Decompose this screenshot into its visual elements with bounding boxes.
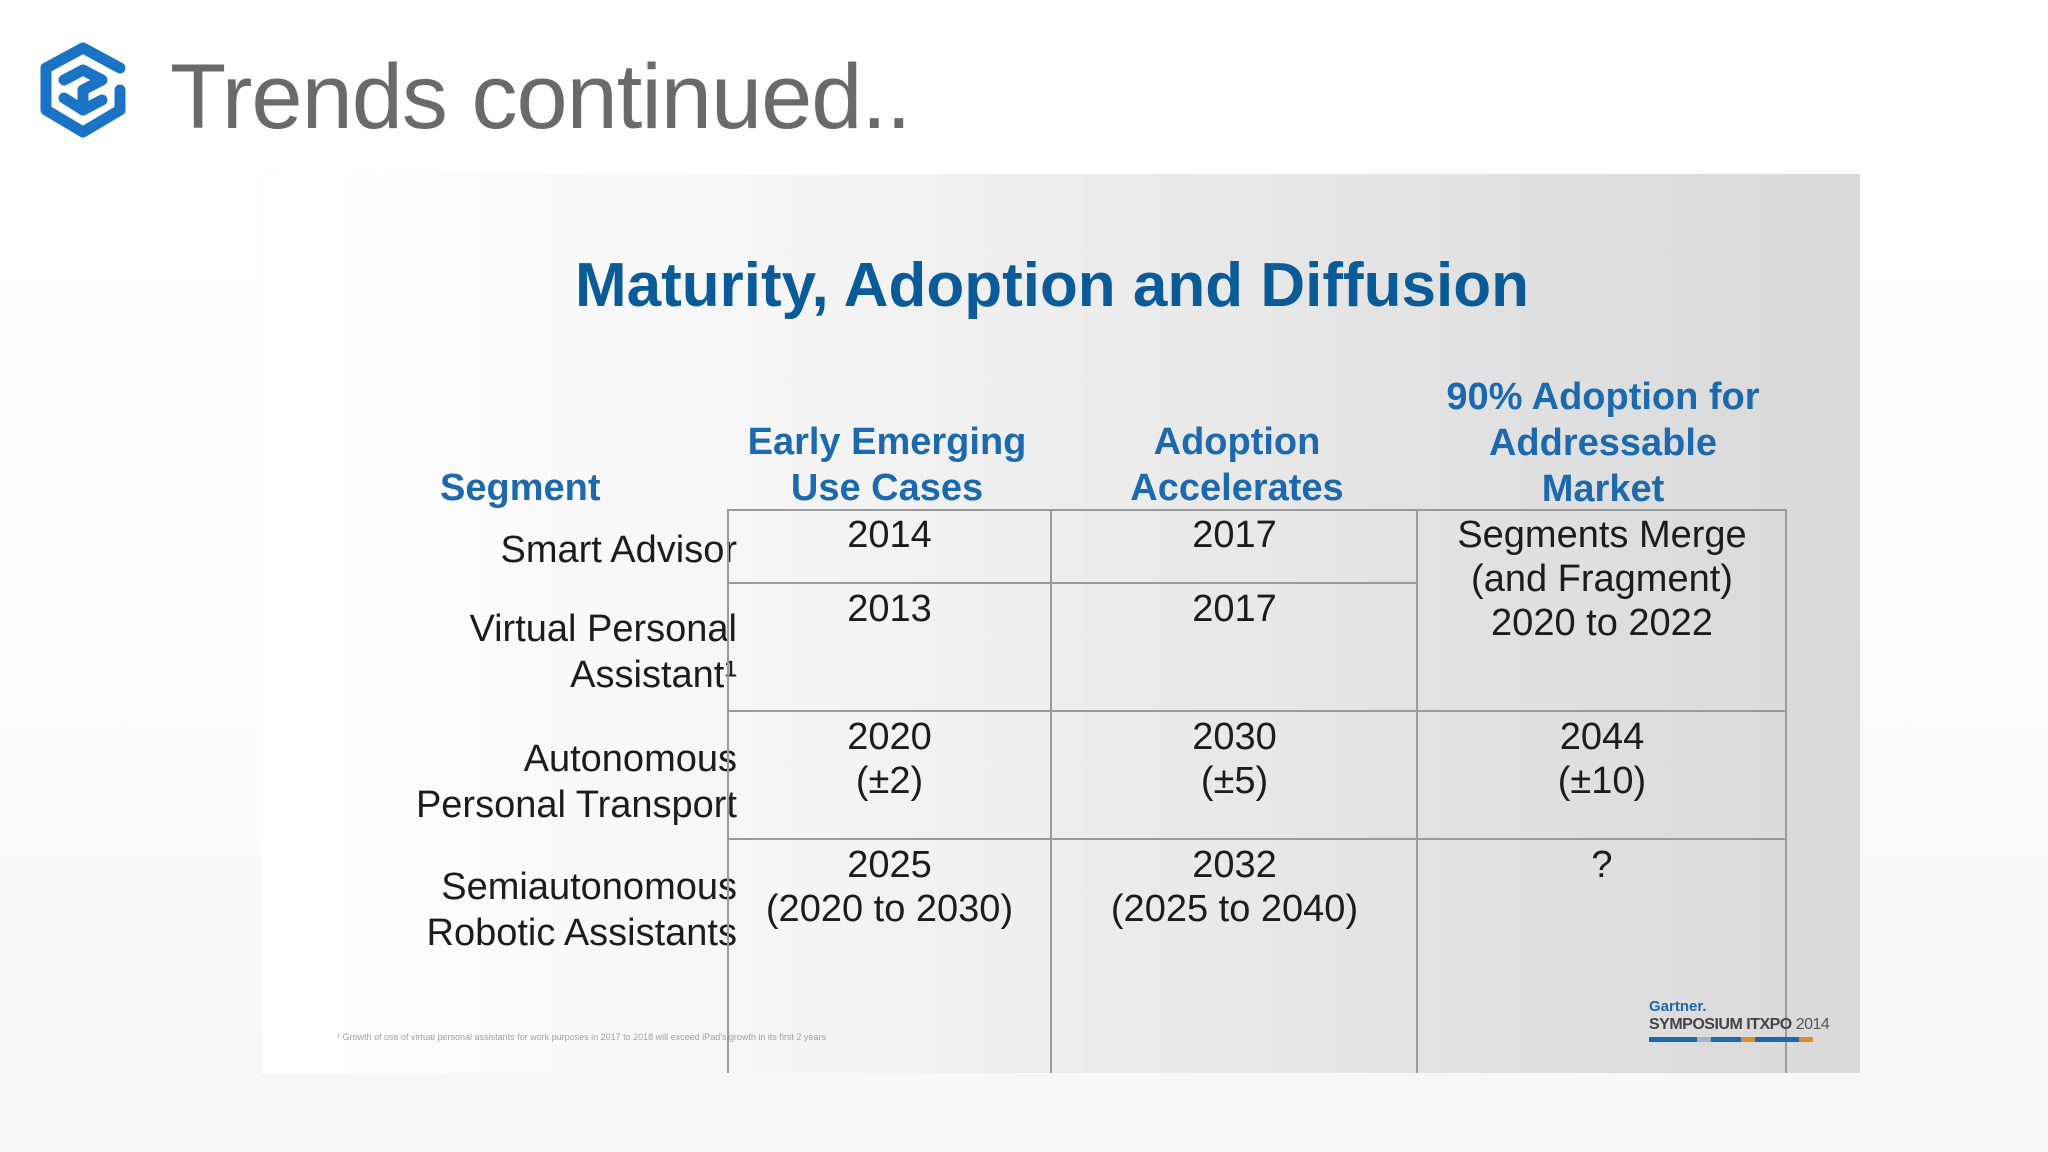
cell-text: 2014 bbox=[847, 514, 932, 556]
column-divider bbox=[1416, 509, 1418, 1073]
brand-bar-segment bbox=[1799, 1037, 1813, 1042]
row-label-semiautonomous-robotic-assistants: Semiautonomous Robotic Assistants bbox=[427, 864, 737, 956]
column-divider bbox=[1050, 509, 1052, 1073]
cell-text: 2020 to 2022 bbox=[1491, 602, 1713, 644]
row-label-line: Smart Advisor bbox=[500, 529, 737, 571]
cell-transport-adoption: 2030 (±5) bbox=[1052, 711, 1417, 839]
brand-top-text: Gartner. bbox=[1649, 998, 1707, 1015]
cell-transport-early: 2020 (±2) bbox=[727, 711, 1052, 839]
cell-text: 2020 bbox=[847, 716, 932, 758]
row-label-virtual-personal-assistant: Virtual Personal Assistant¹ bbox=[469, 606, 737, 698]
column-header-adoption-accelerates: Adoption Accelerates bbox=[1052, 419, 1422, 511]
cell-text: 2032 bbox=[1192, 844, 1277, 886]
header-line: Market bbox=[1541, 468, 1665, 510]
cell-text: (2020 to 2030) bbox=[765, 888, 1014, 930]
table-border-right bbox=[1785, 509, 1787, 1073]
cell-text: 2017 bbox=[1192, 514, 1277, 556]
brand-bar-segment bbox=[1649, 1037, 1697, 1042]
cell-text: (2025 to 2040) bbox=[1110, 888, 1359, 930]
cell-text: 2030 bbox=[1192, 716, 1277, 758]
header-line: Addressable bbox=[1488, 422, 1718, 464]
table-border-top bbox=[727, 509, 1787, 511]
brand-bar-segment bbox=[1741, 1037, 1755, 1042]
column-header-early-emerging: Early Emerging Use Cases bbox=[727, 419, 1047, 511]
cell-transport-ninety: 2044 (±10) bbox=[1417, 711, 1787, 839]
row-label-line: Autonomous bbox=[523, 738, 737, 780]
row-label-line: Virtual Personal bbox=[469, 608, 737, 650]
brand-bottom-text: SYMPOSIUM ITXPO 2014 bbox=[1649, 1015, 1830, 1035]
cell-smart-advisor-adoption: 2017 bbox=[1052, 509, 1417, 583]
row-divider bbox=[727, 838, 1787, 840]
page-title: Trends continued.. bbox=[170, 46, 912, 148]
row-divider bbox=[727, 710, 1787, 712]
cube-logo-icon bbox=[40, 42, 126, 138]
brand-bar-segment bbox=[1711, 1037, 1741, 1042]
cell-robotic-ninety: ? bbox=[1417, 839, 1787, 967]
header-line: Adoption bbox=[1153, 421, 1321, 463]
table-border-left bbox=[727, 509, 729, 1073]
brand-year: 2014 bbox=[1795, 1016, 1830, 1033]
brand-event-name: SYMPOSIUM ITXPO bbox=[1649, 1016, 1792, 1033]
header-line: Early Emerging bbox=[747, 421, 1027, 463]
cell-text: 2025 bbox=[847, 844, 932, 886]
footnote: ¹ Growth of use of virtual personal assi… bbox=[337, 1032, 826, 1042]
slide-image: Maturity, Adoption and Diffusion Segment… bbox=[262, 174, 1860, 1073]
row-label-line: Assistant¹ bbox=[570, 654, 737, 696]
cell-text: (±10) bbox=[1557, 760, 1647, 802]
brand-bar-segment bbox=[1755, 1037, 1799, 1042]
row-label-smart-advisor: Smart Advisor bbox=[500, 527, 737, 573]
column-header-ninety-percent-adoption: 90% Adoption for Addressable Market bbox=[1418, 374, 1788, 512]
cell-text: ? bbox=[1591, 844, 1613, 886]
cell-merged-segments: Segments Merge (and Fragment) 2020 to 20… bbox=[1417, 509, 1787, 711]
gartner-symposium-logo: Gartner. SYMPOSIUM ITXPO 2014 bbox=[1649, 998, 1830, 1049]
header-line: Accelerates bbox=[1130, 467, 1344, 509]
row-label-line: Robotic Assistants bbox=[426, 912, 737, 954]
header-line: 90% Adoption for bbox=[1446, 376, 1760, 418]
cell-smart-advisor-early: 2014 bbox=[727, 509, 1052, 583]
cell-robotic-adoption: 2032 (2025 to 2040) bbox=[1052, 839, 1417, 967]
row-label-line: Personal Transport bbox=[415, 784, 737, 826]
row-label-autonomous-personal-transport: Autonomous Personal Transport bbox=[416, 736, 737, 828]
row-divider bbox=[727, 582, 1417, 584]
row-label-line: Semiautonomous bbox=[441, 866, 737, 908]
data-table: 2014 2017 Segments Merge (and Fragment) … bbox=[727, 509, 1860, 1073]
slide-title: Maturity, Adoption and Diffusion bbox=[575, 251, 1529, 320]
column-header-segment: Segment bbox=[440, 467, 601, 509]
header-line: Use Cases bbox=[790, 467, 984, 509]
cell-text: (±2) bbox=[855, 760, 924, 802]
cell-robotic-early: 2025 (2020 to 2030) bbox=[727, 839, 1052, 967]
brand-color-bar bbox=[1649, 1037, 1817, 1042]
cell-text: (and Fragment) bbox=[1471, 558, 1733, 600]
cell-text: 2044 bbox=[1559, 716, 1645, 758]
brand-bar-segment bbox=[1697, 1037, 1711, 1042]
cell-text: 2017 bbox=[1192, 588, 1277, 630]
cell-text: Segments Merge bbox=[1457, 514, 1747, 556]
cell-text: 2013 bbox=[847, 588, 932, 630]
cell-vpa-adoption: 2017 bbox=[1052, 583, 1417, 711]
cell-vpa-early: 2013 bbox=[727, 583, 1052, 711]
cell-text: (±5) bbox=[1200, 760, 1269, 802]
